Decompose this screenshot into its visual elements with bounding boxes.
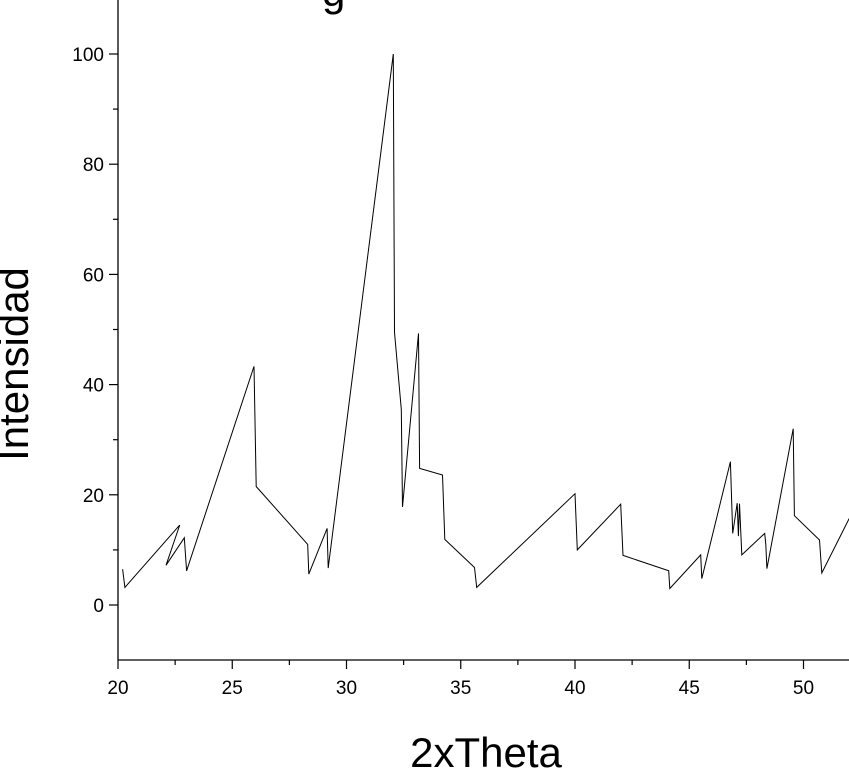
y-tick-label: 100: [72, 45, 104, 66]
x-tick-label: 30: [336, 678, 357, 699]
x-axis-title: 2xTheta: [410, 729, 562, 772]
x-tick-label: 35: [450, 678, 471, 699]
y-tick-label: 80: [83, 155, 104, 176]
x-tick-label: 50: [793, 678, 814, 699]
series-line-intensity: [122, 53, 849, 590]
y-tick-label: 20: [83, 486, 104, 507]
x-tick-label: 40: [564, 678, 585, 699]
x-tick-label: 45: [679, 678, 700, 699]
y-axis-title: Intensidad: [0, 267, 37, 461]
axes: [117, 0, 849, 661]
x-ticks: 20 25 30 35 40 45 50: [107, 660, 814, 699]
x-tick-label: 20: [107, 678, 128, 699]
y-tick-label: 60: [83, 265, 104, 286]
x-tick-label: 25: [222, 678, 243, 699]
chart-title-fragment: g: [322, 0, 345, 15]
y-tick-label: 0: [93, 596, 104, 617]
y-tick-label: 40: [83, 376, 104, 397]
y-ticks: 0 20 40 60 80 100: [72, 45, 118, 617]
